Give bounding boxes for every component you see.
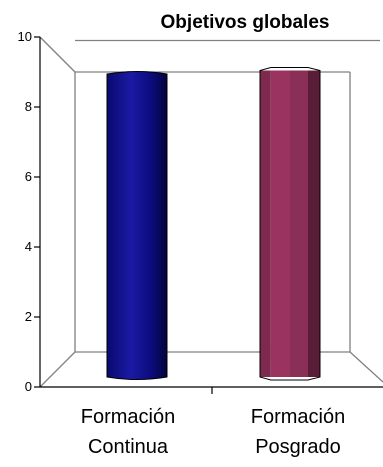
x-axis-categories: Formación Continua Formación Posgrado bbox=[81, 406, 345, 458]
y-tick-label: 2 bbox=[25, 309, 32, 324]
bar bbox=[106, 71, 168, 380]
y-axis-ticks: 0 2 4 6 8 10 bbox=[18, 29, 40, 394]
y-tick-label: 6 bbox=[25, 169, 32, 184]
x-category-label: Continua bbox=[88, 436, 169, 458]
chart-frame bbox=[39, 36, 383, 394]
bars bbox=[106, 67, 321, 381]
x-category-label: Formación bbox=[81, 406, 175, 428]
chart-title: Objetivos globales bbox=[160, 12, 330, 33]
y-tick-label: 10 bbox=[18, 29, 32, 44]
y-tick-label: 0 bbox=[25, 379, 32, 394]
y-tick-label: 8 bbox=[25, 99, 32, 114]
bar bbox=[259, 67, 321, 381]
y-tick-label: 4 bbox=[25, 239, 32, 254]
floor-right-edge bbox=[349, 351, 383, 383]
x-category-label: Posgrado bbox=[255, 436, 341, 458]
side-wall-top-edge bbox=[39, 36, 76, 73]
floor-left-edge bbox=[39, 351, 76, 388]
x-category-label: Formación bbox=[251, 406, 345, 428]
